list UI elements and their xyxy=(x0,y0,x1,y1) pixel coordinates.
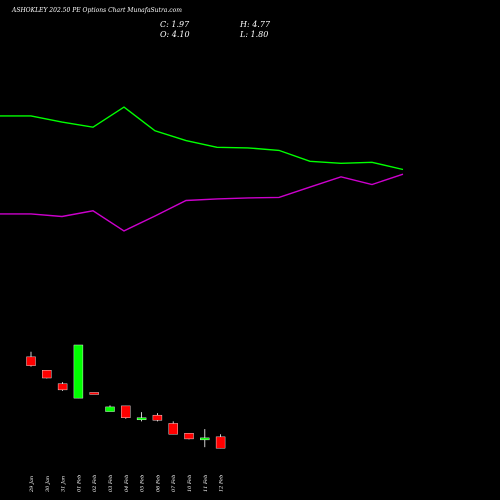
candle-31-jan xyxy=(57,382,68,391)
moving-average-line-2 xyxy=(0,173,404,232)
candle-body xyxy=(168,423,178,435)
date-tick-label: 04 Feb xyxy=(124,475,130,492)
date-tick-label: 05 Feb xyxy=(140,475,146,492)
candle-body xyxy=(73,344,84,399)
candle-04-feb xyxy=(121,405,131,419)
candle-06-feb xyxy=(152,413,163,422)
moving-average-line-1 xyxy=(0,106,404,171)
close-value: C: 1.97 xyxy=(160,20,190,29)
candle-body xyxy=(26,356,36,366)
candle-body xyxy=(57,383,68,391)
candle-10-feb xyxy=(184,433,194,440)
date-tick-label: 12 Feb xyxy=(219,475,225,492)
candle-12-feb xyxy=(215,434,226,449)
chart-title: ASHOKLEY 202.50 PE Options Chart MunafaS… xyxy=(11,7,182,14)
high-value: H: 4.77 xyxy=(239,20,271,29)
candle-29-jan xyxy=(26,351,36,367)
date-tick-label: 01 Feb xyxy=(76,475,82,492)
date-tick-label: 31 Jan xyxy=(61,476,67,492)
low-value: L: 1.80 xyxy=(239,30,268,39)
date-tick-label: 30 Jan xyxy=(45,476,51,492)
moving-averages xyxy=(0,106,404,232)
candles xyxy=(26,344,226,449)
date-tick-label: 10 Feb xyxy=(187,475,193,492)
candle-body xyxy=(200,437,210,441)
candle-30-jan xyxy=(42,370,52,379)
date-tick-label: 03 Feb xyxy=(108,475,114,492)
candle-body xyxy=(184,433,194,440)
candle-02-feb xyxy=(89,392,99,395)
candle-body xyxy=(105,406,115,412)
candle-body xyxy=(136,417,147,421)
date-tick-label: 07 Feb xyxy=(171,475,177,492)
date-tick-label: 11 Feb xyxy=(203,475,209,492)
candle-body xyxy=(215,436,226,449)
date-tick-label: 29 Jan xyxy=(29,476,35,493)
candle-body xyxy=(89,392,99,395)
candle-07-feb xyxy=(168,421,178,435)
candle-body xyxy=(121,405,131,418)
candle-01-feb xyxy=(73,344,84,399)
candle-body xyxy=(42,370,52,379)
candle-body xyxy=(152,414,163,421)
date-tick-label: 06 Feb xyxy=(155,475,161,492)
candle-05-feb xyxy=(136,412,147,422)
date-tick-label: 02 Feb xyxy=(92,475,98,492)
candle-11-feb xyxy=(200,429,210,448)
open-value: O: 4.10 xyxy=(160,30,190,39)
candle-03-feb xyxy=(105,405,115,412)
date-axis-labels: 29 Jan 30 Jan 31 Jan 01 Feb 02 Feb 03 Feb 04 F… xyxy=(29,475,225,493)
